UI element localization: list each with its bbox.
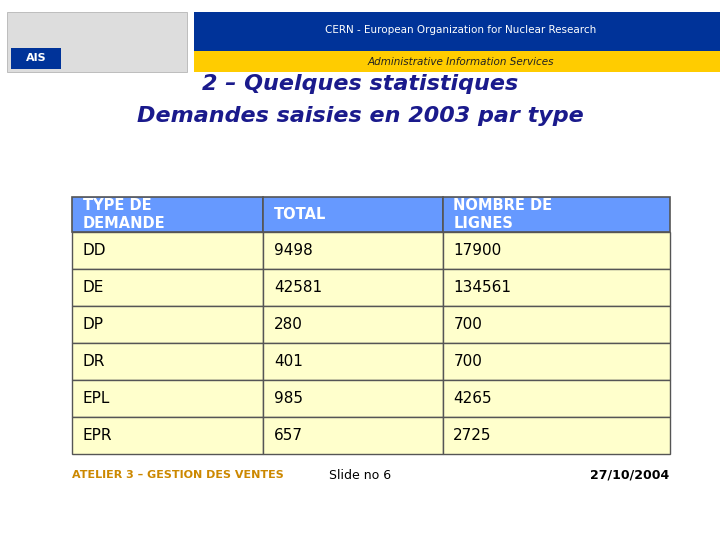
Bar <box>72 306 264 343</box>
Text: 17900: 17900 <box>454 242 502 258</box>
Text: Administrative Information Services: Administrative Information Services <box>367 57 554 66</box>
Bar <box>264 417 443 454</box>
Text: DR: DR <box>83 354 105 369</box>
Bar <box>264 232 443 269</box>
Text: EPL: EPL <box>83 390 110 406</box>
Bar <box>72 269 264 306</box>
Text: 42581: 42581 <box>274 280 322 295</box>
Bar <box>264 269 443 306</box>
Text: 657: 657 <box>274 428 303 443</box>
Text: Demandes saisies en 2003 par type: Demandes saisies en 2003 par type <box>137 106 583 126</box>
Text: 4265: 4265 <box>454 390 492 406</box>
Bar <box>443 197 670 232</box>
Text: 700: 700 <box>454 354 482 369</box>
Bar <box>72 343 264 380</box>
Text: NOMBRE DE
LIGNES: NOMBRE DE LIGNES <box>454 198 552 231</box>
Bar <box>443 269 670 306</box>
Bar <box>72 417 264 454</box>
Text: 985: 985 <box>274 390 303 406</box>
Bar <box>264 306 443 343</box>
Text: 134561: 134561 <box>454 280 511 295</box>
Text: 2725: 2725 <box>454 428 492 443</box>
Text: 280: 280 <box>274 316 303 332</box>
Text: TYPE DE
DEMANDE: TYPE DE DEMANDE <box>83 198 166 231</box>
Bar <box>443 232 670 269</box>
Text: AIS: AIS <box>26 53 46 63</box>
Text: 700: 700 <box>454 316 482 332</box>
Bar <box>194 12 720 51</box>
Bar <box>443 306 670 343</box>
Bar <box>194 51 720 72</box>
Text: Slide no 6: Slide no 6 <box>329 469 391 482</box>
Text: 2 – Quelques statistiques: 2 – Quelques statistiques <box>202 73 518 94</box>
Text: DD: DD <box>83 242 107 258</box>
Text: TOTAL: TOTAL <box>274 207 326 222</box>
Bar <box>443 343 670 380</box>
Bar <box>11 48 61 69</box>
Text: 9498: 9498 <box>274 242 312 258</box>
Bar <box>264 343 443 380</box>
Text: 401: 401 <box>274 354 303 369</box>
Text: ATELIER 3 – GESTION DES VENTES: ATELIER 3 – GESTION DES VENTES <box>72 470 284 480</box>
Bar <box>264 380 443 417</box>
Bar <box>264 197 443 232</box>
Text: EPR: EPR <box>83 428 112 443</box>
Text: 27/10/2004: 27/10/2004 <box>590 469 670 482</box>
Text: DE: DE <box>83 280 104 295</box>
Bar <box>443 380 670 417</box>
Bar <box>7 12 187 72</box>
Text: DP: DP <box>83 316 104 332</box>
Bar <box>72 232 264 269</box>
Text: CERN - European Organization for Nuclear Research: CERN - European Organization for Nuclear… <box>325 25 596 35</box>
Bar <box>72 380 264 417</box>
Bar <box>72 197 264 232</box>
Bar <box>443 417 670 454</box>
